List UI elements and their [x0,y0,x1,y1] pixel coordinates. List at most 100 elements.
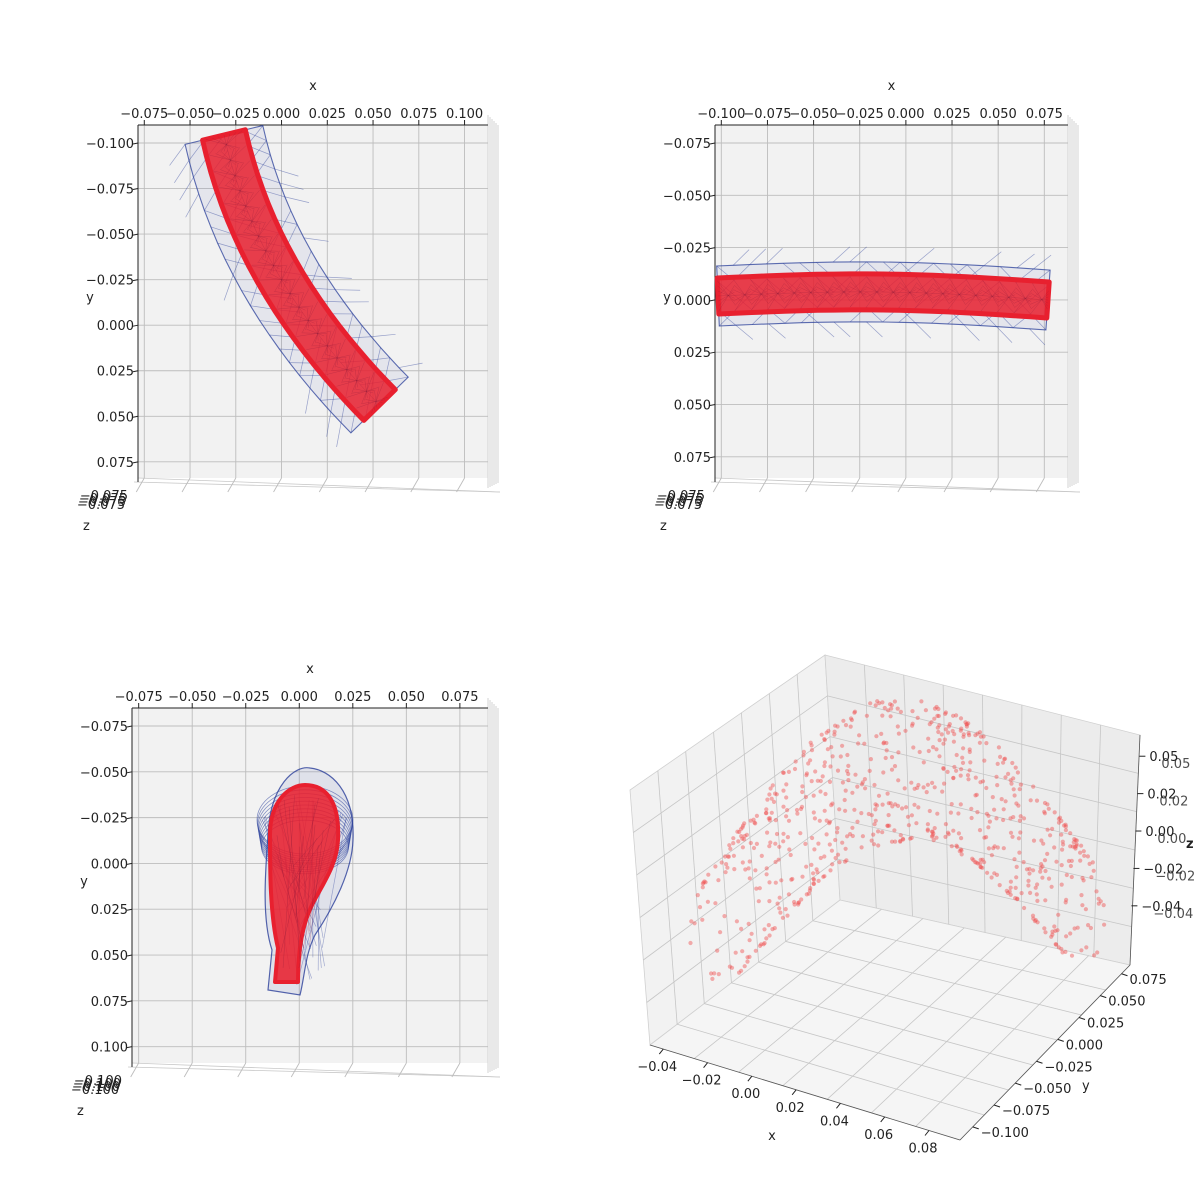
data-point [1056,912,1061,917]
data-point [742,837,747,842]
data-point [728,846,733,851]
data-point [844,858,849,863]
mesh-edge [767,293,785,295]
data-point [889,839,895,844]
mesh-edge [260,278,295,281]
data-point [925,782,931,787]
y-axis-line [959,964,1131,1141]
mesh-edge [997,288,1016,313]
data-point [709,971,714,976]
data-point [943,710,949,715]
data-point [964,722,969,727]
hull-wire-edge [185,193,199,218]
mesh-edge [356,396,388,409]
data-point [1057,815,1063,820]
data-point [843,723,849,728]
z-axis-label: z [1186,837,1194,852]
mesh-edge [298,295,300,315]
data-point [716,972,721,977]
data-point [893,839,898,844]
z-tick-label: −0.075 [654,498,702,513]
data-point [792,766,798,772]
data-point [930,829,935,835]
mesh-edge [316,321,319,341]
grid-line [646,858,838,1003]
hull-wire-edge [174,160,190,183]
data-point [799,804,805,810]
mesh-edge [309,844,319,932]
data-point [804,773,809,778]
data-point [964,724,970,729]
data-point [905,814,911,819]
x-axis-label: x [888,79,896,94]
data-point [1018,830,1023,835]
mesh-edge [321,357,347,359]
y-tick-label: 0.075 [91,995,128,1010]
grid-line [636,736,831,876]
data-point [747,954,752,960]
mesh-edge [966,279,982,305]
mesh-edge [240,192,254,215]
grid-line-floor [1035,477,1045,493]
data-point [876,843,881,848]
data-point [884,748,889,753]
mesh-edge [296,331,331,337]
grid-line [829,736,1137,813]
data-point [762,941,767,946]
mesh-edge [241,214,258,226]
data-point [932,826,937,831]
data-point [986,825,991,830]
mesh-edge [948,291,966,300]
mesh-edge [229,162,245,184]
data-point [1063,828,1068,833]
grid-line-floor [318,477,328,493]
data-point [895,706,900,711]
data-point [1081,878,1086,883]
y-tick-label: −0.050 [1023,1082,1071,1097]
data-point [880,713,885,718]
mesh-edge [292,319,318,322]
data-point [904,805,909,810]
hull-wire-edge [305,388,311,414]
z-axis-line [1129,734,1141,966]
mesh-body [714,271,1052,321]
data-point [909,835,914,841]
data-point [824,832,829,837]
data-point [815,778,820,783]
data-point [700,917,705,922]
data-point [881,741,886,746]
mesh-edge [915,289,933,299]
data-point [895,724,900,729]
data-point [1066,858,1071,864]
mesh-edge [231,165,237,182]
data-point [843,846,848,851]
data-point [977,828,983,833]
mesh-edge [351,389,376,394]
data-point [745,959,750,964]
data-point [818,789,823,794]
data-point [886,801,891,806]
data-point [700,881,706,886]
data-point [798,806,804,812]
mesh-edge [932,277,949,304]
data-point [1043,898,1048,903]
mesh-edge [916,282,933,300]
data-point [832,729,837,734]
data-point [1090,860,1095,865]
grid-line-floor [451,1062,461,1078]
hull-wire-edge [169,144,186,166]
y-tick-label: −0.025 [1045,1060,1093,1075]
data-point [991,846,996,851]
mesh-edge [309,830,324,948]
data-point [689,919,694,924]
mesh-edge [817,282,834,308]
data-point [943,711,948,717]
data-point [1024,867,1030,872]
mesh-edge [866,276,884,302]
data-point [937,723,942,728]
data-point [946,724,952,729]
hull-wire-edge [963,324,980,341]
data-point [860,834,866,839]
mesh-edge [784,286,801,304]
data-point [845,752,850,758]
